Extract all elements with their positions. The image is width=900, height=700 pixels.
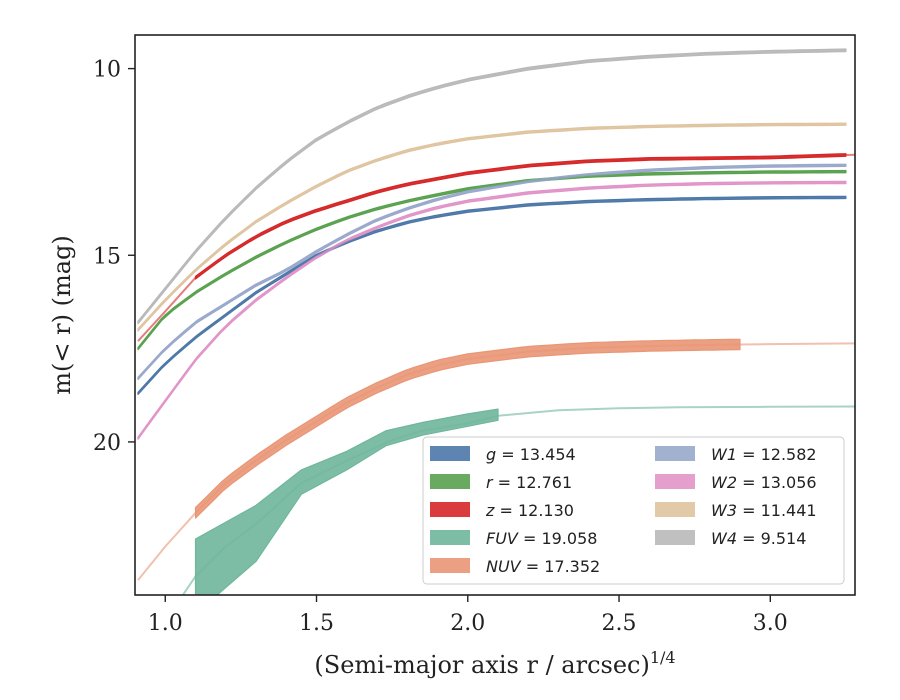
legend-entry-fuv: FUV = 19.058 <box>486 529 597 548</box>
series-z-curve <box>137 153 855 342</box>
x-axis: 1.0 1.5 2.0 2.5 3.0 <box>148 595 788 636</box>
legend-entry-z: z = 12.130 <box>485 501 574 520</box>
legend-swatch-w1 <box>655 446 695 461</box>
legend-swatch-w3 <box>655 502 695 517</box>
x-tick-label: 1.5 <box>299 611 334 636</box>
series-g-curve <box>137 196 846 395</box>
legend-swatch-g <box>430 446 470 461</box>
series-w2-curve <box>137 181 846 439</box>
y-tick-label: 15 <box>93 244 121 269</box>
legend-swatch-r <box>430 474 470 489</box>
x-tick-label: 2.5 <box>602 611 637 636</box>
series-z-band <box>194 153 847 280</box>
legend-swatch-nuv <box>430 558 470 573</box>
legend-swatch-z <box>430 502 470 517</box>
x-tick-label: 2.0 <box>450 611 485 636</box>
y-axis: 10 15 20 <box>93 58 135 456</box>
plot-frame <box>134 34 856 596</box>
legend-swatch-w2 <box>655 474 695 489</box>
x-axis-label-superscript: 1/4 <box>650 648 676 667</box>
y-tick-label: 20 <box>93 431 121 456</box>
x-axis-label: (Semi-major axis r / arcsec)1/4 <box>314 648 675 679</box>
series-w1-curve <box>137 164 846 380</box>
x-tick-label: 3.0 <box>753 611 788 636</box>
legend-entry-r: r = 12.761 <box>486 473 572 492</box>
legend-entry-g: g = 13.454 <box>486 445 576 464</box>
series-w4-curve <box>137 49 846 324</box>
x-axis-label-text: (Semi-major axis r / arcsec) <box>314 651 649 679</box>
legend: g = 13.454 r = 12.761 z = 12.130 FUV = 19.0… <box>422 436 845 585</box>
legend-swatch-fuv <box>430 530 470 545</box>
legend-entry-w1: W1 = 12.582 <box>711 445 817 464</box>
series-r-curve <box>137 170 846 350</box>
legend-swatch-w4 <box>655 530 695 545</box>
series-nuv-curve <box>137 342 855 581</box>
series-fuv-band <box>194 408 499 595</box>
series-g-band <box>137 195 847 396</box>
legend-entry-w2: W2 = 13.056 <box>711 473 817 492</box>
x-tick-label: 1.0 <box>148 611 183 636</box>
legend-frame <box>422 436 845 585</box>
legend-entry-nuv: NUV = 17.352 <box>486 557 600 576</box>
series-w3-curve <box>137 123 846 331</box>
y-tick-label: 10 <box>93 58 121 83</box>
series-fuv-curve <box>181 405 855 595</box>
legend-entry-w4: W4 = 9.514 <box>711 529 806 548</box>
y-axis-label: m(< r) (mag) <box>48 235 76 394</box>
legend-entry-w3: W3 = 11.441 <box>711 501 817 520</box>
curves-line-layer <box>137 49 855 595</box>
